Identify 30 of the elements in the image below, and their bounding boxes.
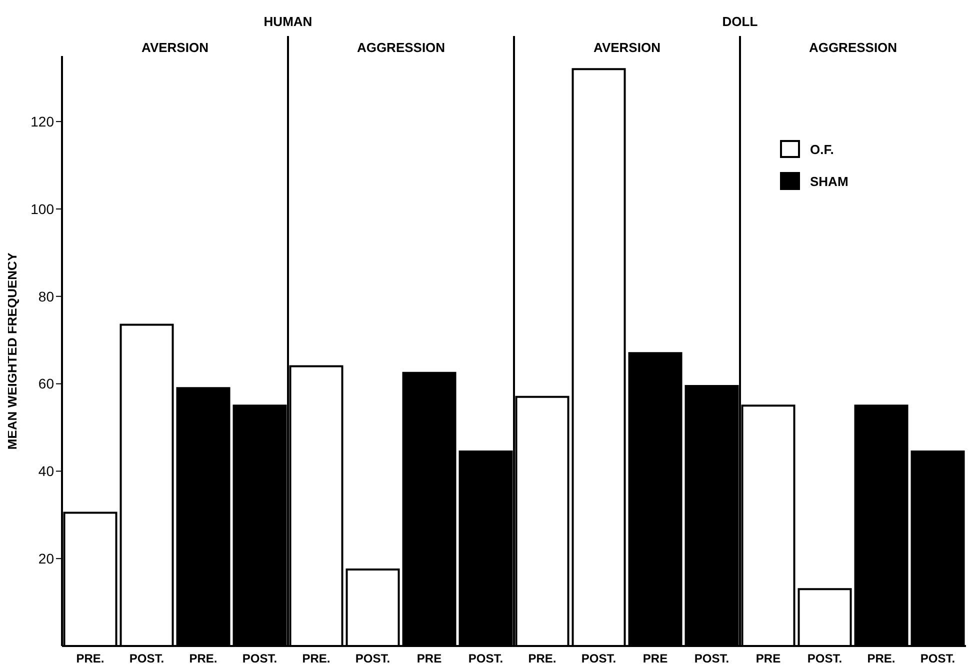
- y-tick-label: 40: [38, 463, 54, 480]
- x-tick-label: POST.: [468, 652, 504, 666]
- x-tick-label: POST.: [581, 652, 616, 666]
- x-tick-label: PRE.: [867, 652, 896, 666]
- x-tick-label: POST.: [355, 652, 390, 666]
- y-tick-label: 100: [30, 200, 54, 217]
- x-tick-label: POST.: [807, 652, 842, 666]
- x-tick-label: POST.: [242, 652, 278, 666]
- text: AVERSION: [592, 40, 662, 55]
- text: DOLL: [721, 14, 759, 29]
- y-tick-label: 20: [38, 550, 54, 567]
- text: AGGRESSION: [808, 40, 898, 55]
- x-tick-label: PRE: [642, 652, 668, 666]
- y-tick-label: 120: [30, 114, 54, 130]
- x-tick-label: PRE: [756, 652, 781, 666]
- y-tick-label: 60: [38, 376, 54, 392]
- x-tick-label: PRE: [416, 652, 442, 666]
- x-tick-label: PRE.: [189, 652, 218, 666]
- x-tick-label: POST.: [694, 652, 730, 666]
- legend-label: SHAM: [810, 174, 848, 188]
- x-tick-label: PRE.: [302, 652, 330, 666]
- y-tick-label: 80: [38, 288, 54, 304]
- x-tick-label: POST.: [129, 652, 164, 666]
- x-tick-label: PRE.: [76, 652, 104, 666]
- text: AGGRESSION: [356, 40, 446, 55]
- text: AVERSION: [140, 40, 210, 55]
- legend-label: O.F.: [810, 142, 834, 156]
- x-tick-label: POST.: [920, 652, 956, 666]
- text: HUMAN: [262, 14, 314, 29]
- x-tick-label: PRE.: [528, 652, 556, 666]
